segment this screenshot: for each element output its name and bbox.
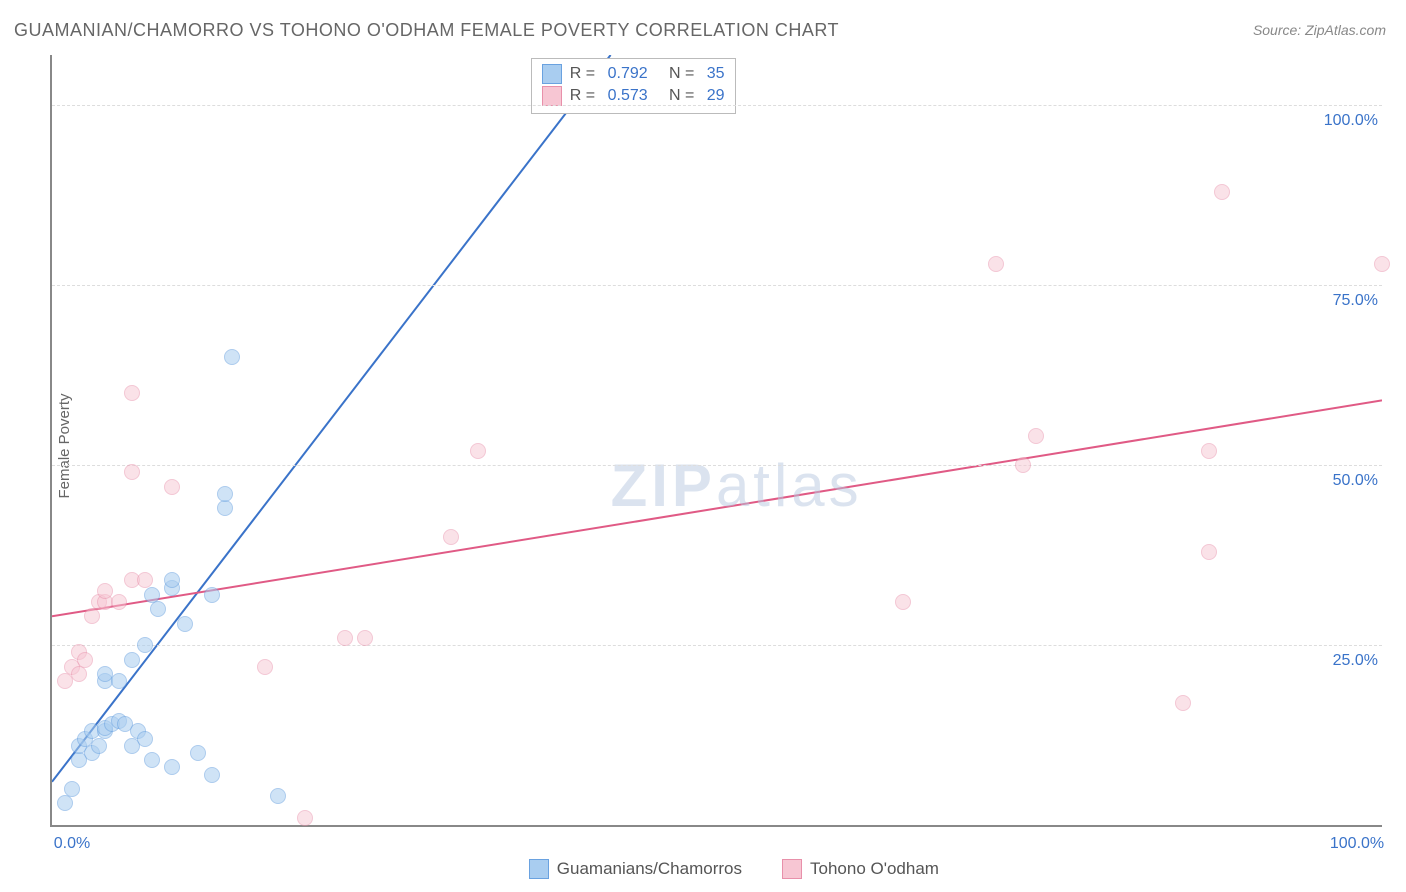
data-point — [224, 349, 240, 365]
legend-swatch — [542, 86, 562, 106]
data-point — [1214, 184, 1230, 200]
stat-r-value: 0.792 — [608, 63, 648, 85]
gridline — [52, 645, 1382, 646]
plot-area: ZIPatlas R = 0.792 N = 35R = 0.573 N = 2… — [50, 55, 1382, 827]
data-point — [988, 256, 1004, 272]
data-point — [257, 659, 273, 675]
stat-label: N = — [656, 85, 699, 107]
x-tick-label: 0.0% — [54, 835, 90, 853]
legend-swatch — [542, 64, 562, 84]
data-point — [1175, 695, 1191, 711]
data-point — [124, 464, 140, 480]
regression-line — [52, 55, 611, 782]
data-point — [443, 529, 459, 545]
data-point — [164, 572, 180, 588]
stat-label: R = — [570, 85, 600, 107]
y-tick-label: 50.0% — [1333, 472, 1378, 490]
legend-label: Guamanians/Chamorros — [557, 859, 742, 879]
data-point — [1201, 544, 1217, 560]
data-point — [204, 767, 220, 783]
data-point — [111, 594, 127, 610]
data-point — [1028, 428, 1044, 444]
data-point — [177, 616, 193, 632]
regression-line — [52, 400, 1382, 616]
stat-n-value: 29 — [707, 85, 725, 107]
stats-row: R = 0.792 N = 35 — [542, 63, 725, 85]
legend-swatch — [782, 859, 802, 879]
data-point — [137, 637, 153, 653]
data-point — [337, 630, 353, 646]
stat-label: N = — [656, 63, 699, 85]
data-point — [204, 587, 220, 603]
data-point — [1015, 457, 1031, 473]
data-point — [64, 781, 80, 797]
data-point — [895, 594, 911, 610]
data-point — [91, 738, 107, 754]
legend: Guamanians/Chamorros Tohono O'odham — [529, 859, 939, 879]
data-point — [144, 752, 160, 768]
stat-r-value: 0.573 — [608, 85, 648, 107]
data-point — [124, 385, 140, 401]
legend-label: Tohono O'odham — [810, 859, 939, 879]
gridline — [52, 105, 1382, 106]
legend-item: Guamanians/Chamorros — [529, 859, 742, 879]
data-point — [71, 666, 87, 682]
data-point — [84, 608, 100, 624]
data-point — [217, 486, 233, 502]
data-point — [270, 788, 286, 804]
data-point — [57, 795, 73, 811]
gridline — [52, 465, 1382, 466]
data-point — [124, 652, 140, 668]
data-point — [190, 745, 206, 761]
data-point — [164, 759, 180, 775]
data-point — [77, 652, 93, 668]
stat-label: R = — [570, 63, 600, 85]
source-label: Source: ZipAtlas.com — [1253, 22, 1386, 38]
data-point — [217, 500, 233, 516]
gridline — [52, 285, 1382, 286]
data-point — [137, 731, 153, 747]
x-tick-label: 100.0% — [1330, 835, 1384, 853]
stat-n-value: 35 — [707, 63, 725, 85]
data-point — [164, 479, 180, 495]
y-tick-label: 100.0% — [1324, 112, 1378, 130]
watermark: ZIPatlas — [611, 451, 863, 520]
chart-title: GUAMANIAN/CHAMORRO VS TOHONO O'ODHAM FEM… — [14, 20, 839, 41]
y-tick-label: 75.0% — [1333, 292, 1378, 310]
data-point — [1201, 443, 1217, 459]
data-point — [111, 673, 127, 689]
data-point — [144, 587, 160, 603]
legend-item: Tohono O'odham — [782, 859, 939, 879]
data-point — [150, 601, 166, 617]
data-point — [357, 630, 373, 646]
data-point — [1374, 256, 1390, 272]
data-point — [470, 443, 486, 459]
stats-row: R = 0.573 N = 29 — [542, 85, 725, 107]
y-tick-label: 25.0% — [1333, 652, 1378, 670]
data-point — [297, 810, 313, 826]
legend-swatch — [529, 859, 549, 879]
